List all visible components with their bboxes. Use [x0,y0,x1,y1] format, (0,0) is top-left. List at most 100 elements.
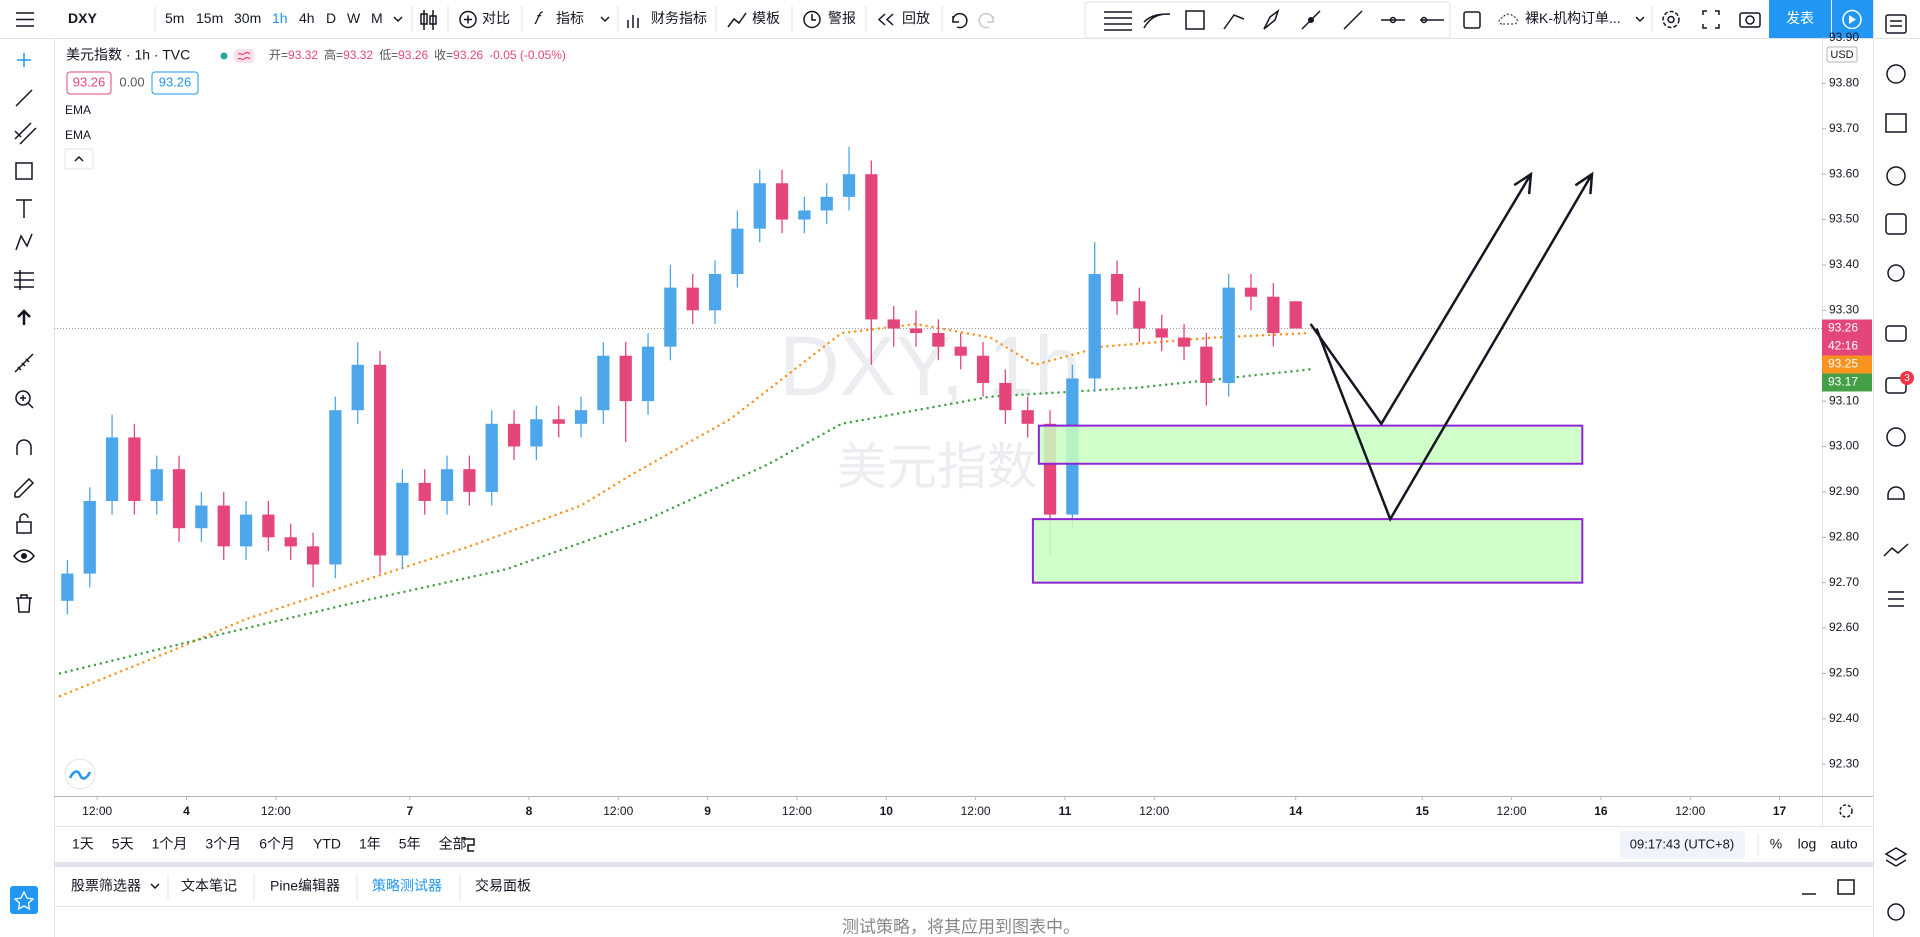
layout-icon[interactable] [1463,11,1481,29]
lock-draw-tool[interactable] [14,477,35,498]
crosshair-tool[interactable] [17,53,31,67]
clock[interactable]: 09:17:43 (UTC+8) [1630,836,1734,851]
tab-dropdown[interactable] [150,883,160,890]
toolbar-button[interactable]: 模板 [752,10,780,26]
range-button[interactable]: 全部 [439,836,467,852]
goto-date-icon[interactable] [462,838,475,852]
bottom-tab[interactable]: 股票筛选器 [71,878,141,894]
indicator-icon[interactable]: 𝑓 [534,9,544,28]
menu-button[interactable] [16,12,34,27]
financials-icon[interactable] [627,15,639,28]
indicator-label[interactable]: EMA [65,128,91,142]
lock-tool[interactable] [16,521,32,534]
watchlist-button[interactable] [10,886,38,914]
candle-body [396,482,409,556]
scale-option[interactable]: auto [1830,836,1857,852]
compare-icon[interactable] [459,10,477,29]
message-icon[interactable] [1885,377,1907,394]
sell-box[interactable] [66,71,112,95]
chart-type-icon[interactable] [420,10,437,30]
indicator-dropdown[interactable] [600,16,610,23]
pattern-tool[interactable] [15,233,33,251]
bottom-tab[interactable]: 交易面板 [475,878,531,894]
zoom-tool[interactable] [15,390,31,406]
shape-tool[interactable] [15,162,33,180]
range-button[interactable]: 5天 [112,836,134,852]
bell-icon[interactable] [1887,486,1905,500]
interval[interactable]: 15m [196,10,223,26]
draw-line-icon[interactable] [1343,10,1363,30]
draw-rect-icon[interactable] [1185,10,1205,30]
interval[interactable]: 30m [234,10,261,26]
gann-tool[interactable] [14,122,37,145]
y-tick-label: 92.70 [1829,575,1859,589]
trash-tool[interactable] [16,594,32,613]
snapshot-icon[interactable] [1739,12,1761,28]
layers-icon[interactable] [1884,847,1908,867]
help-icon[interactable] [1887,903,1905,921]
undo-icon[interactable] [952,12,968,29]
draw-curve-icon[interactable] [1143,13,1171,29]
range-button[interactable]: 5年 [399,836,421,852]
scale-option[interactable]: % [1770,836,1782,852]
draw-path-icon[interactable] [1223,14,1245,30]
calendar-icon[interactable] [1885,213,1907,235]
icon-tool[interactable] [17,309,31,325]
prediction-tool[interactable] [14,270,34,290]
toolbar-button[interactable]: 回放 [902,10,930,26]
indicator-label[interactable]: EMA [65,103,91,117]
range-button[interactable]: 1天 [72,836,94,852]
data-window-icon[interactable] [1886,166,1906,186]
eye-tool[interactable] [13,549,35,563]
trend-tool[interactable] [15,89,33,107]
symbol[interactable]: DXY [68,10,97,26]
replay-icon[interactable] [877,13,894,26]
alarm-icon[interactable] [1886,64,1906,84]
range-button[interactable]: 6个月 [259,836,295,852]
news-icon[interactable] [1885,113,1907,133]
template-dropdown[interactable] [1635,16,1645,23]
cloud-icon[interactable] [1498,13,1518,25]
interval[interactable]: M [371,10,383,26]
publish-button[interactable] [1769,0,1831,38]
interval[interactable]: 5m [165,10,184,26]
interval[interactable]: D [326,10,336,26]
toolbar-button[interactable]: 对比 [482,10,510,26]
bottom-tab[interactable]: Pine编辑器 [270,878,340,894]
collapse-button[interactable] [64,148,94,170]
text-tool[interactable] [16,199,32,218]
interval[interactable]: 1h [272,10,288,26]
range-button[interactable]: 1年 [359,836,381,852]
axis-settings-icon[interactable] [1839,804,1853,818]
bottom-tab-active[interactable]: 策略测试器 [372,878,442,894]
range-button[interactable]: 1个月 [152,836,188,852]
scale-option[interactable]: log [1798,836,1817,852]
draw-fib-icon[interactable] [1104,11,1132,31]
range-button[interactable]: 3个月 [205,836,241,852]
interval-dropdown[interactable] [393,16,403,23]
chat-icon[interactable] [1885,325,1907,342]
template-name[interactable]: 裸K-机构订单... [1525,10,1621,26]
settings-icon[interactable] [1662,10,1680,29]
watchlist-icon[interactable] [1885,14,1907,34]
maximize-icon[interactable] [1837,879,1855,895]
template-icon[interactable] [727,12,747,28]
range-button[interactable]: YTD [313,836,341,852]
idea-icon[interactable] [1887,264,1905,282]
interval[interactable]: W [347,10,361,26]
bottom-tab[interactable]: 文本笔记 [181,878,237,894]
toolbar-button[interactable]: 财务指标 [651,10,707,26]
stream-icon[interactable] [1886,427,1906,447]
draw-brush-icon[interactable] [1263,8,1280,30]
alert-icon[interactable] [803,10,821,29]
magnet-tool[interactable] [16,439,32,455]
toolbar-button[interactable]: 警报 [828,10,856,26]
redo-icon[interactable] [978,12,994,29]
ruler-tool[interactable] [14,353,34,373]
toolbar-button[interactable]: 指标 [556,10,584,26]
pine-icon[interactable] [1883,543,1909,557]
buy-box[interactable] [151,71,199,95]
dom-icon[interactable] [1888,591,1904,607]
interval[interactable]: 4h [299,10,315,26]
fullscreen-icon[interactable] [1702,10,1720,29]
